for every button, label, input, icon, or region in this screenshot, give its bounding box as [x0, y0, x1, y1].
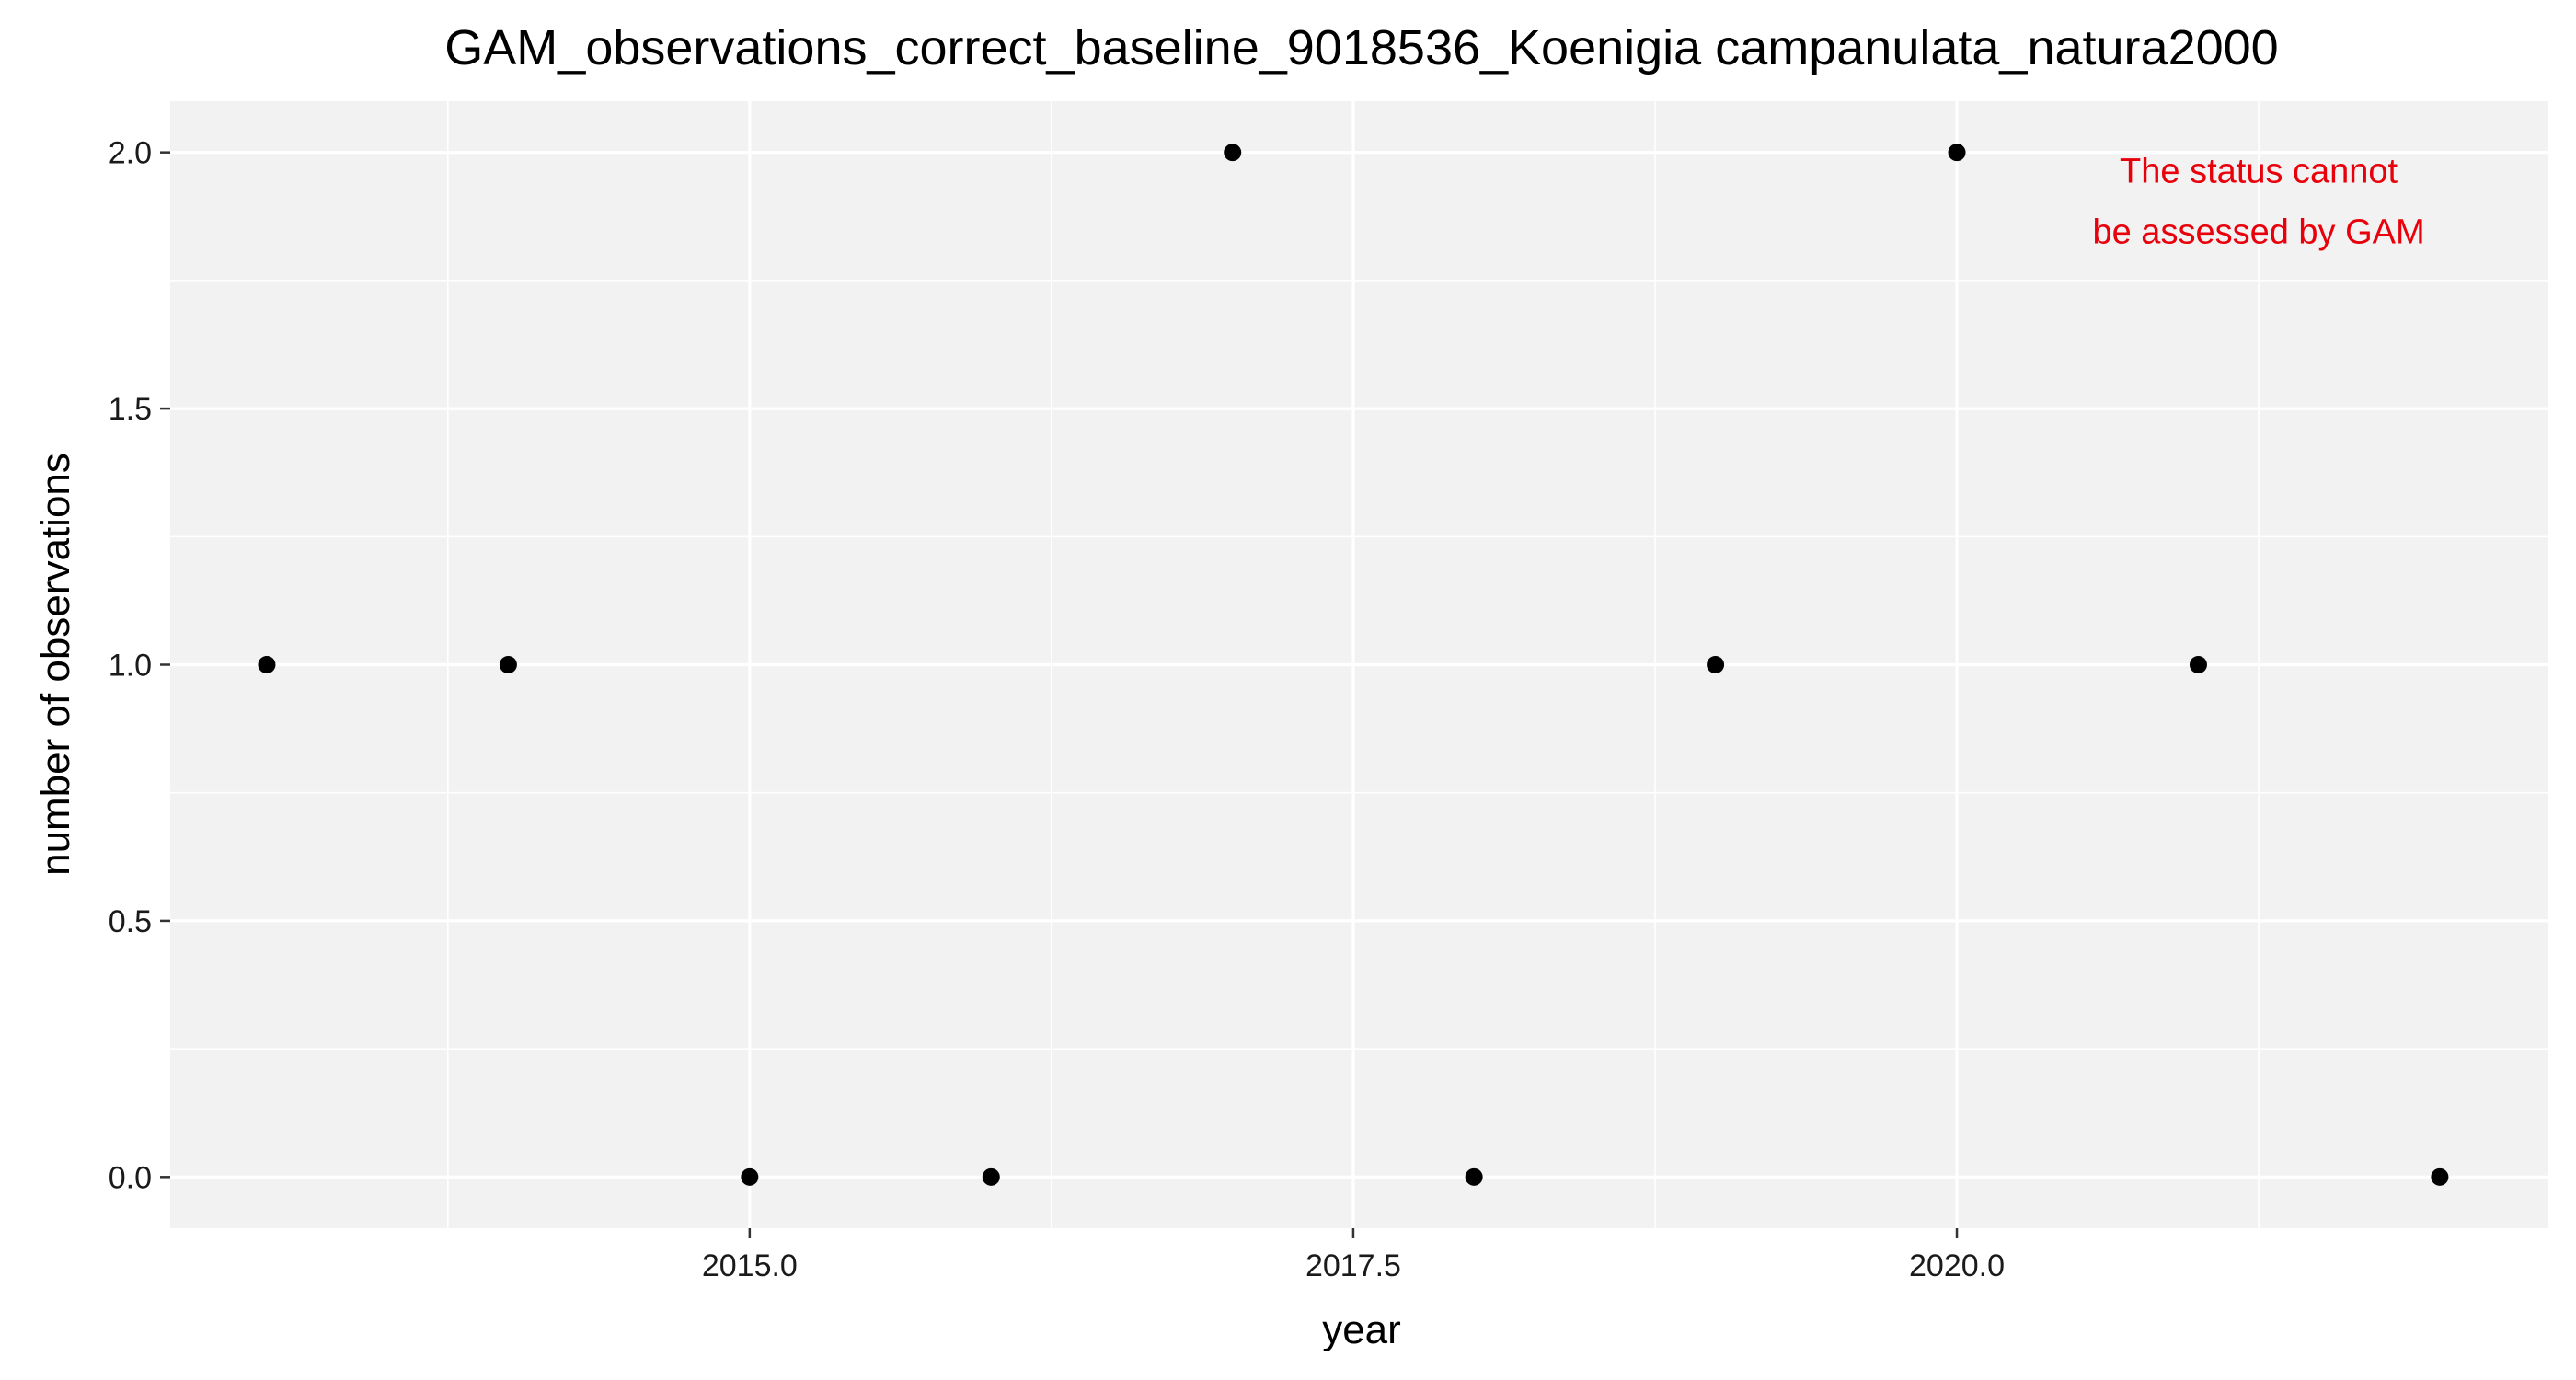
y-tick-label: 1.0	[109, 649, 152, 684]
data-point	[499, 656, 517, 673]
x-axis: 2015.0 2017.5 2020.0	[702, 1228, 2005, 1283]
data-points	[258, 144, 2449, 1186]
data-point	[258, 656, 276, 673]
y-tick-label: 0.0	[109, 1160, 152, 1195]
data-point	[982, 1167, 1000, 1186]
x-tick-label: 2020.0	[1909, 1248, 2005, 1283]
major-gridlines	[170, 101, 2548, 1228]
data-point	[1707, 656, 1725, 673]
y-axis-label: number of observations	[33, 453, 78, 876]
x-tick-label: 2015.0	[702, 1248, 798, 1283]
y-tick-label: 1.5	[109, 392, 152, 427]
y-axis: 0.0 0.5 1.0 1.5 2.0	[109, 136, 170, 1195]
annotation-line-1: The status cannot	[2120, 153, 2398, 191]
data-point	[1224, 144, 1242, 162]
data-point	[1948, 144, 1966, 162]
y-tick-label: 2.0	[109, 136, 152, 171]
x-axis-label: year	[1322, 1307, 1401, 1352]
x-tick-label: 2017.5	[1305, 1248, 1401, 1283]
status-annotation: The status cannot be assessed by GAM	[2092, 153, 2424, 252]
annotation-line-2: be assessed by GAM	[2092, 213, 2424, 252]
y-tick-label: 0.5	[109, 904, 152, 939]
data-point	[2189, 656, 2207, 673]
chart-title: GAM_observations_correct_baseline_901853…	[444, 20, 2278, 75]
data-point	[1465, 1167, 1483, 1186]
data-point	[741, 1167, 759, 1186]
data-point	[2431, 1167, 2449, 1186]
